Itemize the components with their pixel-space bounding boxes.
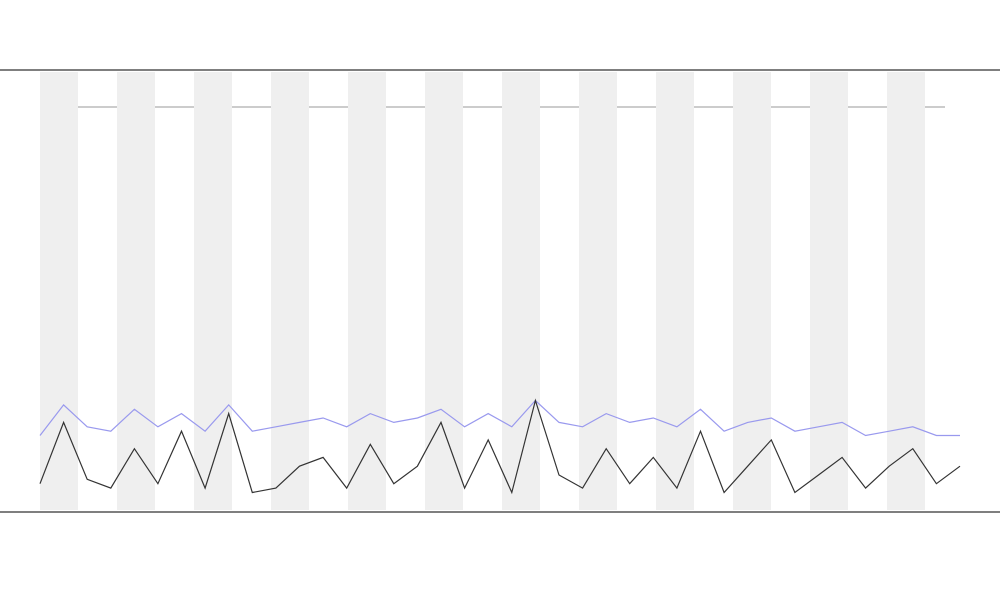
plot — [39, 398, 961, 495]
band — [656, 72, 694, 510]
band — [887, 72, 925, 510]
band — [502, 72, 540, 510]
band — [733, 72, 771, 510]
band — [579, 72, 617, 510]
series-line — [39, 399, 960, 437]
band — [271, 72, 309, 510]
band — [810, 72, 848, 510]
band — [348, 72, 386, 510]
band — [117, 72, 155, 510]
band — [194, 72, 232, 510]
bands — [40, 72, 925, 510]
series-line — [39, 398, 961, 495]
band — [425, 72, 463, 510]
band — [40, 72, 78, 510]
